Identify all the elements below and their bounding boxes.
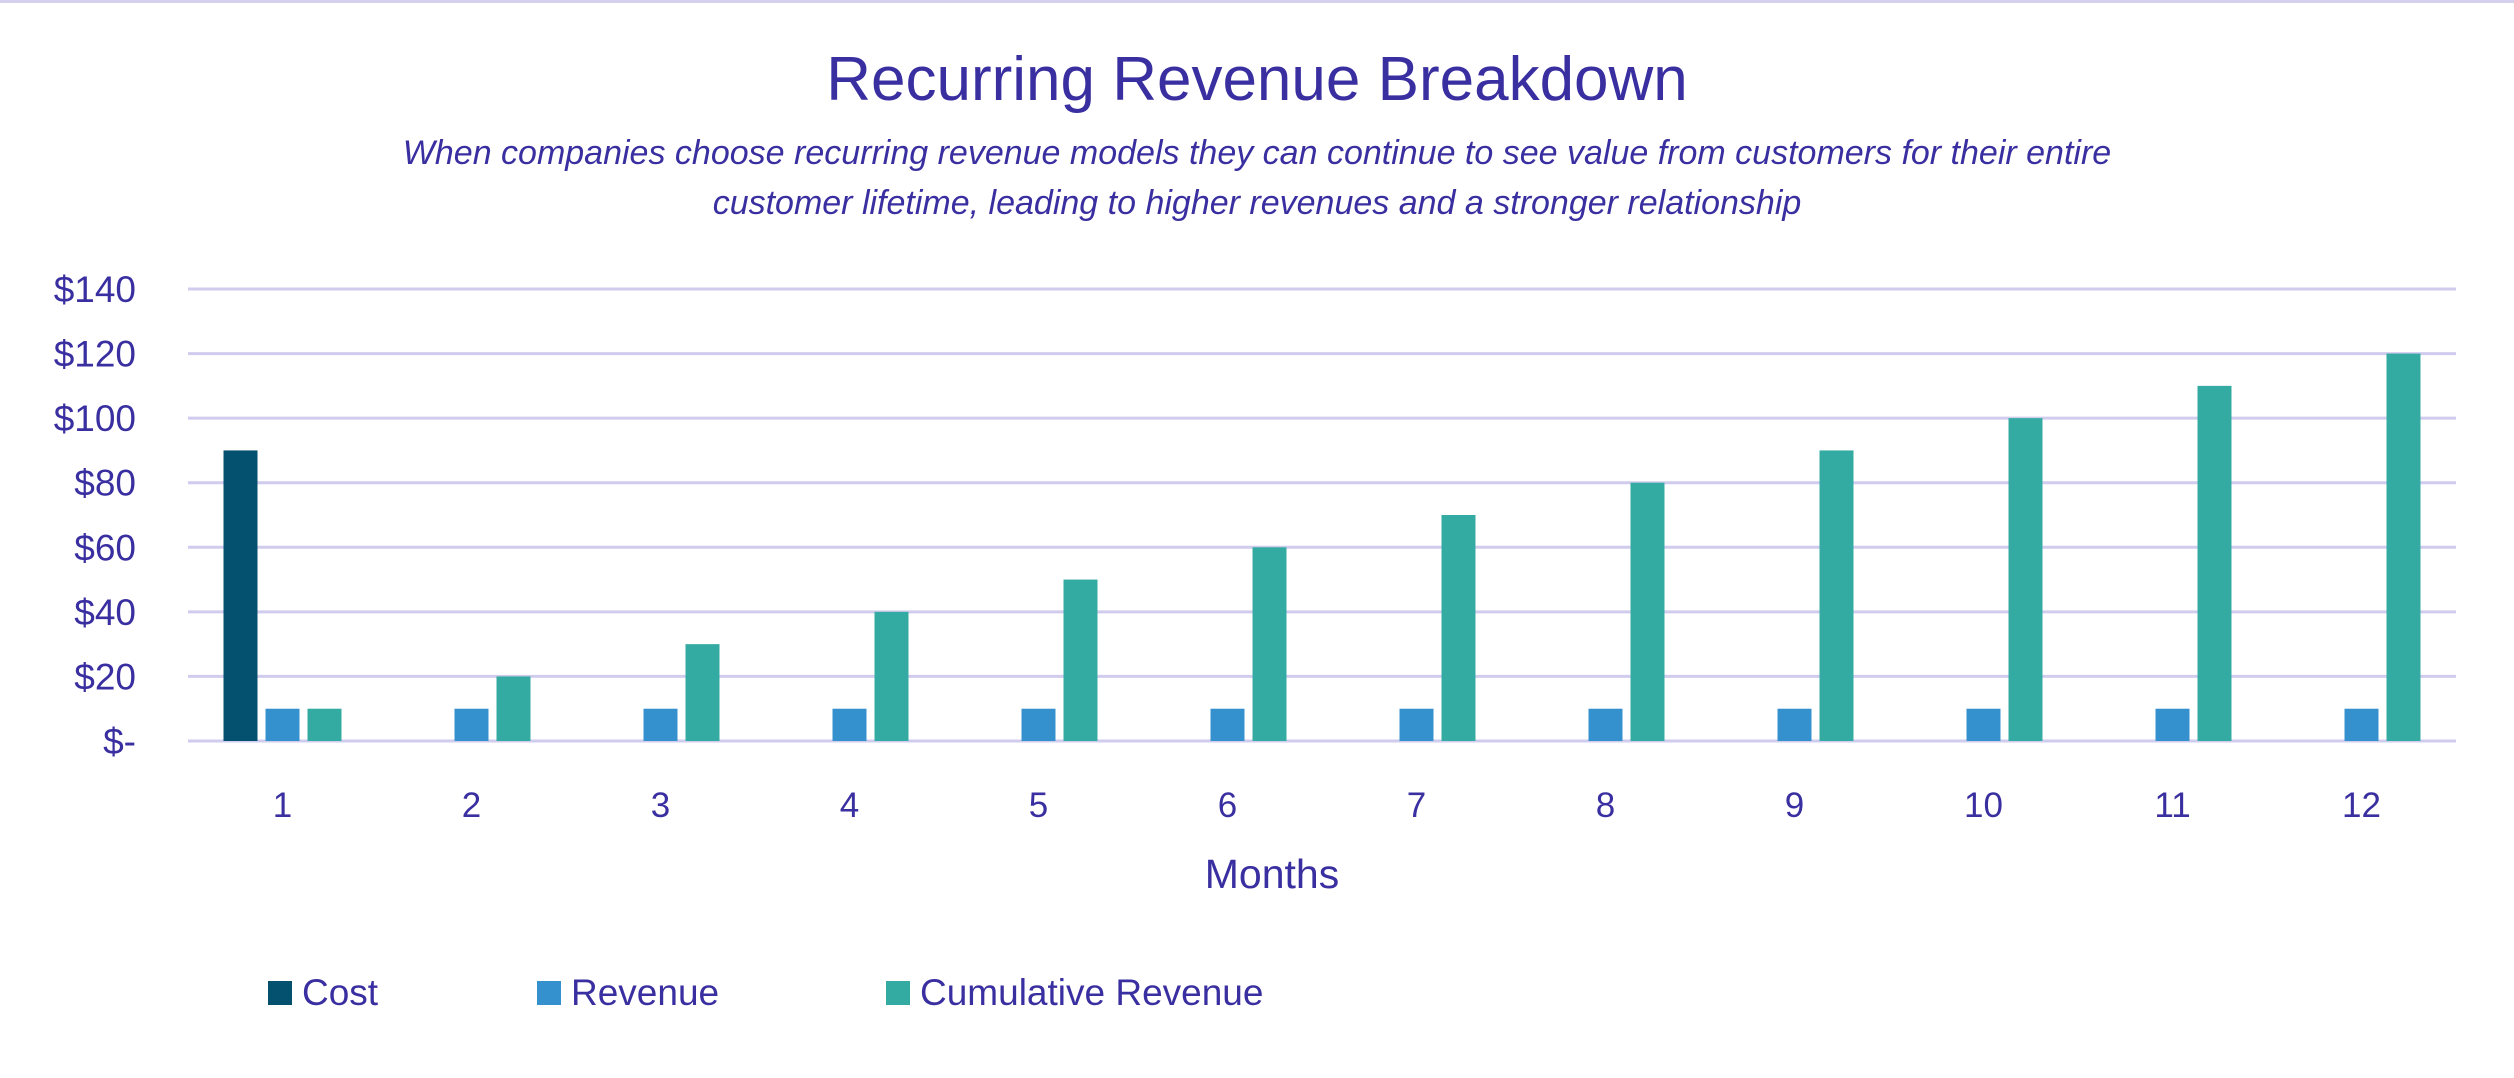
y-tick-label: $120 [54, 334, 136, 375]
bar-revenue [1399, 708, 1434, 741]
bar-revenue [265, 708, 300, 741]
bar-revenue [2155, 708, 2190, 741]
y-tick-label: $80 [74, 463, 136, 504]
y-tick-label: $- [103, 721, 136, 762]
chart-title: Recurring Revenue Breakdown [826, 45, 1688, 114]
bar-cumulative-revenue [307, 708, 342, 741]
legend-item: Cumulative Revenue [886, 972, 1263, 1014]
chart-subtitle-line-1: When companies choose recurring revenue … [402, 134, 2112, 172]
y-tick-label: $140 [54, 269, 136, 310]
bar-revenue [1588, 708, 1623, 741]
legend-swatch [268, 981, 292, 1005]
bar-revenue [832, 708, 867, 741]
bar-cumulative-revenue [1252, 547, 1287, 741]
y-tick-label: $40 [74, 592, 136, 633]
bar-revenue [1021, 708, 1056, 741]
legend-item: Revenue [537, 972, 719, 1014]
bar-cumulative-revenue [685, 644, 720, 741]
bar-cumulative-revenue [1630, 482, 1665, 741]
bar-cumulative-revenue [2008, 418, 2043, 741]
x-tick-label: 4 [840, 786, 859, 825]
bar-cumulative-revenue [2386, 353, 2421, 741]
bar-revenue [454, 708, 489, 741]
x-tick-label: 10 [1964, 786, 2003, 825]
bar-revenue [1210, 708, 1245, 741]
bar-revenue [1966, 708, 2001, 741]
x-tick-label: 1 [273, 786, 292, 825]
bar-cumulative-revenue [1063, 579, 1098, 741]
bar-cumulative-revenue [874, 611, 909, 741]
x-tick-label: 3 [651, 786, 670, 825]
bar-cumulative-revenue [1441, 515, 1476, 741]
x-tick-label: 2 [462, 786, 481, 825]
x-tick-label: 12 [2342, 786, 2381, 825]
bar-cumulative-revenue [496, 676, 531, 741]
top-border [0, 0, 2514, 3]
x-tick-label: 11 [2154, 786, 2190, 825]
legend-label: Cost [302, 972, 379, 1013]
y-tick-label: $60 [74, 527, 136, 568]
x-tick-label: 7 [1407, 786, 1426, 825]
y-tick-label: $20 [74, 656, 136, 697]
x-tick-label: 5 [1029, 786, 1048, 825]
legend-label: Cumulative Revenue [920, 972, 1264, 1013]
bar-cumulative-revenue [1819, 450, 1854, 741]
x-axis-label: Months [1205, 851, 1339, 897]
y-tick-label: $100 [54, 398, 136, 439]
bar-revenue [1777, 708, 1812, 741]
legend-swatch [537, 981, 561, 1005]
legend-item: Cost [268, 972, 378, 1014]
legend-label: Revenue [571, 972, 720, 1013]
chart-subtitle-line-2: customer lifetime, leading to higher rev… [712, 184, 1802, 222]
bar-cumulative-revenue [2197, 385, 2232, 741]
bar-cost [223, 450, 258, 741]
legend-swatch [886, 981, 910, 1005]
bar-revenue [2344, 708, 2379, 741]
x-tick-label: 9 [1785, 786, 1804, 825]
x-tick-label: 6 [1218, 786, 1237, 825]
x-tick-label: 8 [1596, 786, 1615, 825]
bar-revenue [643, 708, 678, 741]
